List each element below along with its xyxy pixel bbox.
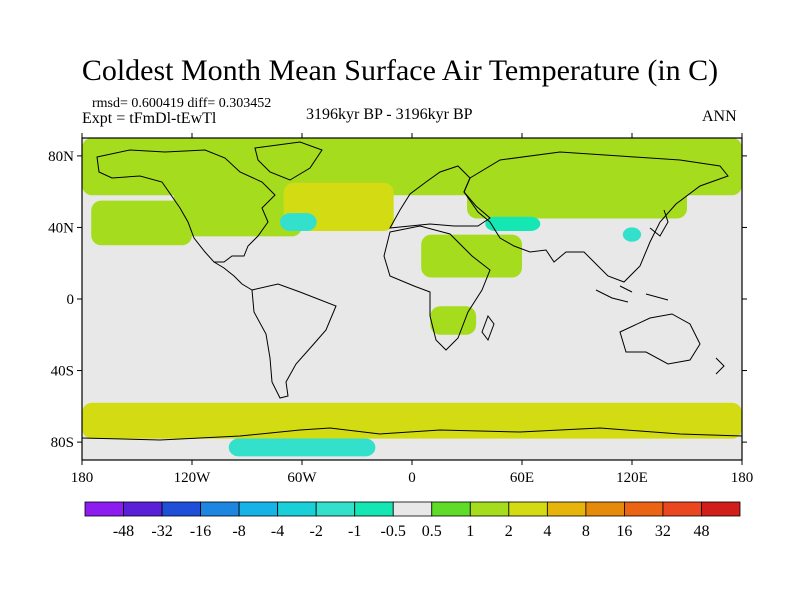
x-tick-label: 120E: [616, 470, 648, 486]
colorbar-swatch: [238, 501, 279, 517]
coastline-japan: [649, 209, 669, 237]
coastline-new-zealand: [715, 357, 725, 375]
colorbar-label: -2: [310, 523, 323, 540]
colorbar-label: 0.5: [422, 523, 442, 540]
coastline-africa: [383, 225, 491, 351]
coastline-madagascar: [481, 314, 495, 342]
colorbar-swatch: [123, 501, 163, 517]
x-tick-label: 120W: [174, 470, 212, 486]
colorbar-label: -8: [232, 523, 245, 540]
colorbar-swatch: [508, 501, 548, 517]
region-eurasia-north: [467, 164, 687, 219]
colorbar-swatch: [315, 501, 356, 517]
x-tick-label: 60E: [510, 470, 534, 486]
y-tick-label: 80N: [48, 149, 74, 165]
colorbar-swatch: [701, 501, 741, 517]
colorbar-swatch: [84, 501, 124, 517]
region-north-pacific: [91, 200, 192, 246]
region-central-asia-cool: [485, 216, 541, 231]
colorbar-label: -32: [151, 523, 172, 540]
colorbar-label: -1: [348, 523, 361, 540]
colorbar-swatch: [585, 501, 625, 517]
y-tick-label: 40N: [48, 220, 74, 236]
coastline-australia: [619, 313, 701, 365]
colorbar-swatch: [431, 501, 471, 517]
coastline-south-america: [251, 283, 337, 399]
colorbar-label: -0.5: [381, 523, 406, 540]
colorbar-swatch: [624, 501, 664, 517]
region-southern-ocean: [82, 402, 742, 439]
coastline-asia: [463, 151, 729, 283]
chart-subtitle: 3196kyr BP - 3196kyr BP: [306, 106, 473, 123]
stats-text: rmsd= 0.600419 diff= 0.303452: [92, 96, 272, 111]
x-tick-label: 0: [408, 470, 416, 486]
colorbar-label: -16: [190, 523, 211, 540]
chart-title: Coldest Month Mean Surface Air Temperatu…: [81, 54, 719, 87]
experiment-text: Expt = tFmDl-tEwTl: [82, 110, 217, 127]
colorbar-label: 8: [582, 523, 590, 540]
colorbar-label: 1: [466, 523, 474, 540]
colorbar-label: 32: [655, 523, 671, 540]
y-tick-label: 40S: [51, 364, 74, 380]
coastline-greenland: [254, 141, 323, 181]
region-south-africa: [430, 306, 477, 335]
colorbar-label: 16: [616, 523, 632, 540]
x-tick-label: 180: [71, 470, 94, 486]
colorbar-label: 2: [505, 523, 513, 540]
colorbar-swatch: [200, 501, 240, 517]
region-east-asia-cool: [622, 227, 642, 242]
coastline-north-america: [96, 149, 276, 263]
colorbar-swatch: [469, 501, 510, 517]
x-tick-label: 180: [731, 470, 754, 486]
colorbar-swatch: [662, 501, 702, 517]
region-antarctic-cool: [228, 438, 376, 457]
colorbar-label: -4: [271, 523, 284, 540]
y-tick-label: 80S: [51, 435, 74, 451]
colorbar-label: 48: [694, 523, 710, 540]
colorbar-label: -48: [113, 523, 134, 540]
colorbar-swatch: [161, 501, 201, 517]
coastline-central-america: [213, 261, 253, 291]
season-label: ANN: [702, 108, 737, 125]
coastline-indonesia: [595, 285, 669, 303]
coastline-antarctica: [82, 427, 742, 441]
colorbar-swatch: [277, 501, 317, 517]
colorbar-swatch: [546, 501, 587, 517]
colorbar-swatch: [392, 501, 433, 517]
x-tick-label: 60W: [287, 470, 317, 486]
colorbar-swatch: [354, 501, 394, 517]
region-labrador-cool: [280, 213, 317, 231]
colorbar-label: 4: [543, 523, 551, 540]
y-tick-label: 0: [67, 292, 75, 308]
